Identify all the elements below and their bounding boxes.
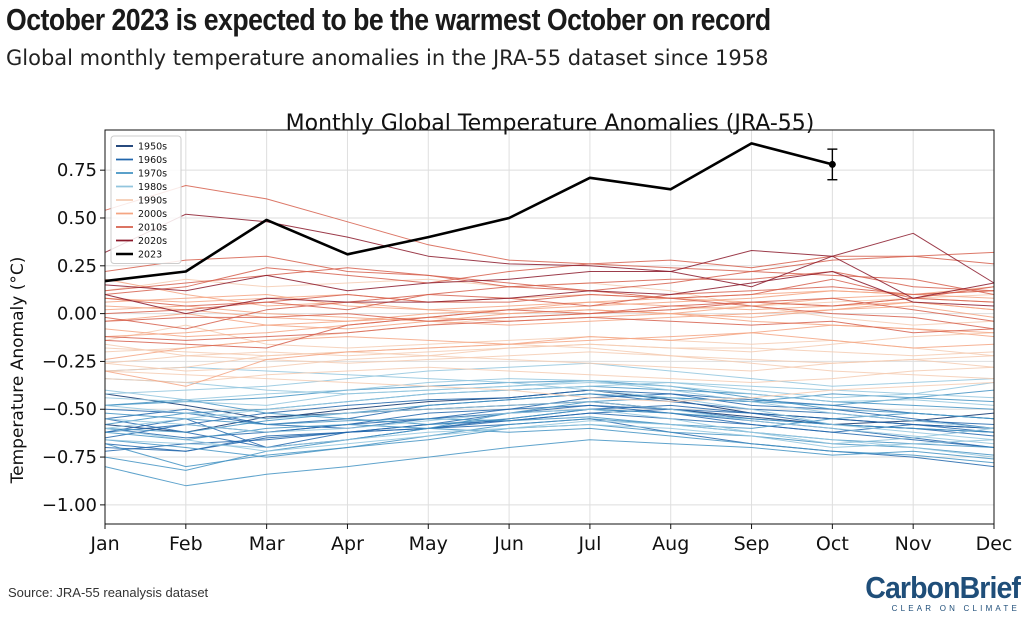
series-line-2021 xyxy=(104,271,995,315)
y-tick-label: −0.25 xyxy=(42,351,97,372)
logo-name: CarbonBrief xyxy=(865,570,1021,605)
series-line-1968 xyxy=(104,412,995,452)
series-line-2015 xyxy=(104,251,995,311)
series-line-2018 xyxy=(104,278,995,315)
series-line-1992 xyxy=(104,370,995,403)
y-axis-label: Temperature Anomaly (°C) xyxy=(8,257,28,485)
series-line-2023 xyxy=(104,142,833,283)
series-line-2016 xyxy=(104,185,995,295)
series-line-1989 xyxy=(104,382,995,429)
x-tick-label: Feb xyxy=(169,533,203,555)
series-line-2012 xyxy=(104,297,995,349)
source-note: Source: JRA-55 reanalysis dataset xyxy=(8,585,209,600)
series-line-2020 xyxy=(104,213,995,284)
series-line-1999 xyxy=(104,343,995,357)
carbonbrief-logo[interactable]: CarbonBrief CLEAR ON CLIMATE xyxy=(850,570,1021,614)
series-line-2005 xyxy=(104,290,995,303)
x-tick-label: Jan xyxy=(89,533,119,555)
y-tick-label: −1.00 xyxy=(42,495,97,516)
series-line-1987 xyxy=(104,362,995,395)
series-line-1981 xyxy=(104,378,995,399)
series-line-2022 xyxy=(104,255,995,299)
legend-label-2023: 2023 xyxy=(138,250,162,261)
legend-label-2010s: 2010s xyxy=(138,223,167,234)
legend-label-2000s: 2000s xyxy=(138,209,167,220)
x-tick-label: Mar xyxy=(249,533,285,555)
series-line-2010 xyxy=(104,267,995,330)
temperature-anomaly-chart: Monthly Global Temperature Anomalies (JR… xyxy=(8,111,1013,555)
logo-tagline: CLEAR ON CLIMATE xyxy=(891,604,1020,613)
headline: October 2023 is expected to be the warme… xyxy=(6,2,771,37)
series-line-1986 xyxy=(104,401,995,445)
series-line-2008 xyxy=(104,324,995,387)
legend: 1950s 1960s 1970s 1980s 1990s 2000s 2010s 2020s… xyxy=(110,135,182,264)
y-tick-label: 0.50 xyxy=(57,208,97,229)
legend-label-2020s: 2020s xyxy=(138,236,167,247)
series-line-2002 xyxy=(104,294,995,311)
y-tick-label: 0.00 xyxy=(57,304,97,325)
legend-label-1990s: 1990s xyxy=(138,196,167,207)
gridlines xyxy=(104,130,995,524)
series-line-1978 xyxy=(104,412,995,429)
x-tick-label: Nov xyxy=(895,533,932,555)
axes: Jan Feb Mar Apr May Jun Jul Aug Sep Oct Nov Dec −1.0… xyxy=(42,129,1013,555)
chart-title: Monthly Global Temperature Anomalies (JR… xyxy=(286,111,815,136)
series-line-1984 xyxy=(104,420,995,458)
series-line-2013 xyxy=(104,297,995,322)
x-tick-label: Sep xyxy=(734,533,770,555)
series-line-1993 xyxy=(104,366,995,383)
legend-label-1970s: 1970s xyxy=(138,169,167,180)
series-line-1983 xyxy=(104,378,995,429)
series-line-2014 xyxy=(104,286,995,330)
october-estimate-marker xyxy=(828,160,836,168)
series-line-2000 xyxy=(104,332,995,360)
series-line-2017 xyxy=(104,255,995,292)
series-line-1972 xyxy=(104,393,995,471)
x-tick-label: Oct xyxy=(816,533,849,555)
series-line-1974 xyxy=(104,418,995,468)
series-line-1975 xyxy=(104,424,995,464)
series-line-1979 xyxy=(104,389,995,433)
series-line-2019 xyxy=(104,255,995,295)
series-line-1988 xyxy=(104,366,995,441)
y-tick-label: 0.75 xyxy=(57,160,97,181)
x-tick-label: Jul xyxy=(577,533,601,555)
legend-box xyxy=(110,135,182,264)
legend-label-1950s: 1950s xyxy=(138,142,167,153)
series-line-1976 xyxy=(104,439,995,487)
y-tick-label: −0.50 xyxy=(42,399,97,420)
series-line-2011 xyxy=(104,316,995,341)
x-tick-label: Dec xyxy=(976,533,1013,555)
plot-frame xyxy=(104,129,995,525)
series-line-1996 xyxy=(104,351,995,364)
error-bar xyxy=(827,148,838,181)
x-tick-label: May xyxy=(409,533,448,555)
x-tick-label: Aug xyxy=(652,533,689,555)
series-line-1985 xyxy=(104,424,995,448)
series-line-1982 xyxy=(104,408,995,445)
series-line-1980 xyxy=(104,382,995,406)
legend-label-1980s: 1980s xyxy=(138,182,167,193)
series-line-2004 xyxy=(104,301,995,326)
subheadline: Global monthly temperature anomalies in … xyxy=(6,46,769,70)
y-tick-label: −0.75 xyxy=(42,447,97,468)
x-tick-label: Jun xyxy=(493,533,524,555)
series-lines xyxy=(104,142,995,487)
legend-label-1960s: 1960s xyxy=(138,155,167,166)
series-line-1973 xyxy=(104,380,995,420)
x-tick-label: Apr xyxy=(331,533,364,555)
y-tick-label: 0.25 xyxy=(57,256,97,277)
